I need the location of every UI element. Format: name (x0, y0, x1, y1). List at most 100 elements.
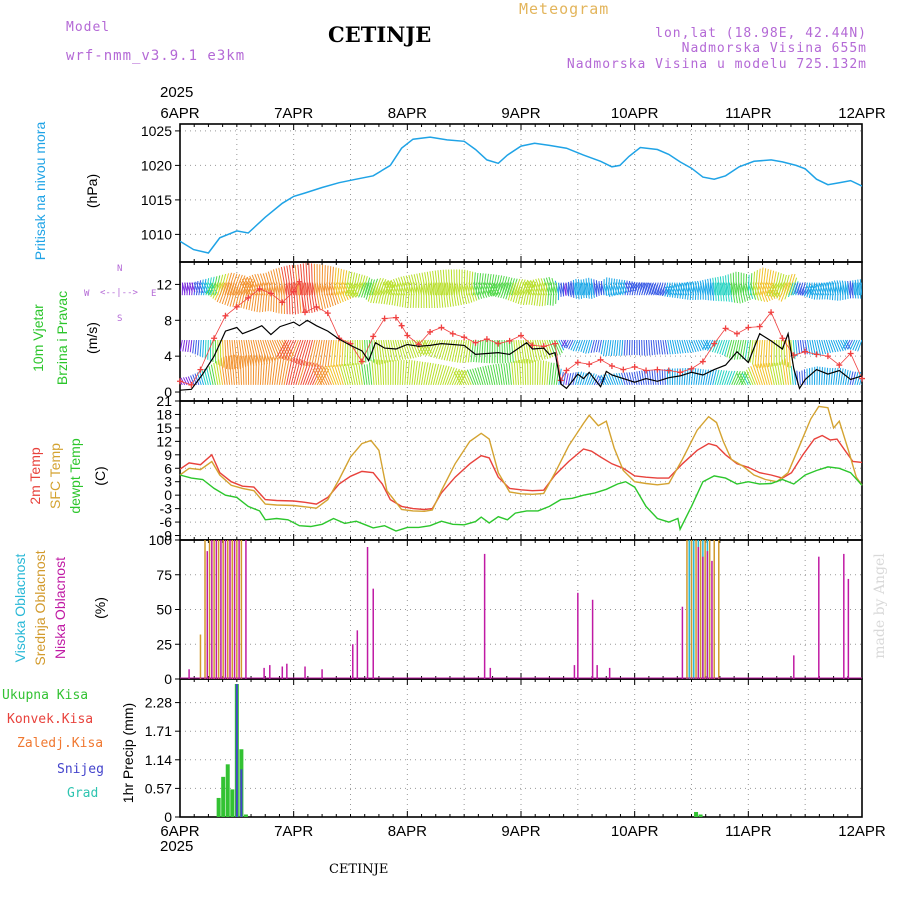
legend-frozen: Zaledj.Kisa (17, 736, 104, 751)
wind-barb (612, 282, 618, 296)
wind-barb (464, 369, 472, 386)
wind-barb (355, 282, 363, 298)
wind-barb (487, 282, 496, 296)
wind-barb (757, 339, 761, 369)
wind-barb (583, 279, 586, 296)
wind-barb (684, 282, 688, 300)
wind-barb (649, 282, 654, 295)
wind-barb (255, 339, 263, 365)
wind-barb (290, 282, 294, 315)
wind-barb (547, 282, 550, 306)
wind-barb (778, 282, 787, 301)
wind-barb (854, 339, 861, 351)
wind-barb (587, 339, 593, 354)
wind-barb (754, 339, 759, 367)
wind-barb (321, 264, 324, 296)
wind-barb (651, 282, 657, 295)
wind-barb (308, 263, 311, 296)
year-top: 2025 (160, 84, 194, 101)
wind-barb (319, 282, 326, 309)
wind-barb (707, 278, 711, 296)
wind-barb (719, 370, 725, 386)
wind-barb (549, 282, 553, 306)
wind-barb (520, 339, 525, 364)
wind-barb (264, 355, 268, 385)
wind-barb (844, 369, 849, 385)
precip-total-bar (221, 776, 226, 817)
wind-barb (439, 365, 447, 386)
wind-barb (413, 360, 418, 385)
temp-2m-line (179, 434, 863, 511)
wind-barb (451, 282, 457, 307)
wind-barb (396, 282, 401, 307)
wind-barb (621, 339, 624, 356)
wind-barb (288, 358, 296, 385)
wind-barb (615, 373, 621, 386)
wind-barb (790, 277, 798, 296)
wind-barb (372, 282, 380, 304)
wind-barb (312, 368, 323, 386)
temperature-ytick-label: 18 (156, 406, 172, 422)
wind-barb (283, 357, 290, 385)
wind-barb (300, 263, 304, 296)
wind-barb (420, 362, 426, 385)
wind-barb (765, 339, 768, 368)
wind-barb (525, 282, 531, 305)
wind-barb (482, 273, 487, 296)
wind-barb (742, 339, 747, 360)
wind-barb (702, 280, 707, 296)
wind-barb (276, 339, 287, 357)
wind-barb (200, 279, 204, 296)
wind-barb (219, 340, 222, 367)
wind-barb (231, 339, 236, 370)
wind-barb (267, 282, 271, 312)
altitude: Nadmorska Visina 655m (681, 41, 867, 56)
wind-barb (788, 273, 796, 296)
wind-barb (402, 339, 409, 360)
wind-barb (279, 339, 290, 358)
wind-barb (517, 282, 524, 304)
wind-barb (824, 282, 827, 300)
wind-barb (486, 339, 489, 364)
wind-barb (190, 375, 195, 386)
wind-barb (690, 339, 697, 353)
wind-barb (503, 363, 508, 385)
wind-barb (589, 282, 593, 299)
wind-barb (847, 339, 853, 350)
wind-barb (532, 339, 538, 361)
wind-barb (590, 278, 593, 296)
wind-barb (409, 360, 413, 385)
date-label-top: 6APR (160, 105, 199, 122)
wind-gust-mark (177, 378, 183, 385)
wind-barb (245, 355, 247, 385)
wind-barb (577, 339, 583, 352)
wind-barb (366, 339, 369, 362)
wind-barb (626, 372, 631, 385)
wind-barb (444, 282, 449, 308)
wind-barb (719, 339, 726, 355)
wind-barb (828, 368, 831, 385)
wind-barb (768, 282, 778, 297)
wind-barb (441, 339, 448, 360)
wind-barb (462, 339, 467, 363)
wind-barb (363, 364, 368, 385)
wind-barb (280, 266, 287, 296)
wind-barb (769, 282, 778, 298)
wind-barb (345, 282, 354, 299)
wind-barb (539, 339, 546, 360)
wind-barb (324, 339, 330, 368)
wind-barb (267, 339, 276, 361)
wind-barb (302, 282, 307, 314)
wind-barb (716, 369, 723, 385)
wind-barb (484, 273, 489, 296)
wind-barb (503, 339, 506, 363)
wind-barb (683, 339, 689, 353)
wind-barb (608, 339, 612, 357)
precip-total-bar (225, 764, 230, 817)
wind-barb (588, 277, 591, 296)
wind-barb (840, 368, 844, 385)
wind-barb (426, 271, 432, 296)
wind-barb (323, 282, 332, 308)
wind-barb (385, 339, 391, 363)
wind-barb (688, 339, 694, 353)
